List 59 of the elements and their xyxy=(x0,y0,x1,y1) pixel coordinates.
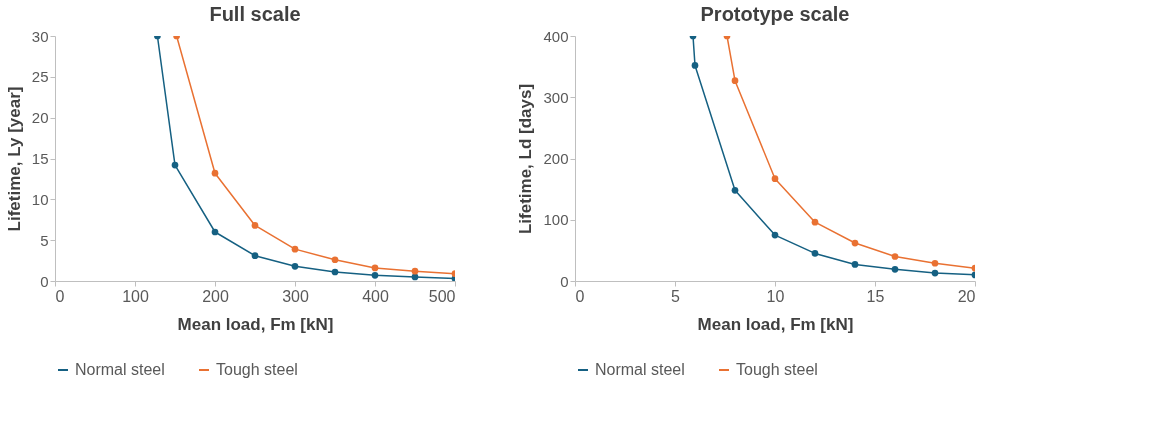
y-tick-label: 0 xyxy=(560,272,569,290)
point xyxy=(931,259,939,267)
point xyxy=(811,250,819,257)
point xyxy=(211,228,219,236)
point xyxy=(891,266,899,273)
point xyxy=(731,187,739,194)
x-axis-title: Mean load, Fm [kN] xyxy=(177,314,334,334)
chart-title: Full scale xyxy=(209,3,301,25)
point xyxy=(811,218,819,226)
point xyxy=(371,264,379,272)
y-tick-label: 20 xyxy=(31,109,49,127)
point xyxy=(771,231,779,239)
y-tick-label: 10 xyxy=(31,190,49,208)
y-tick-label: 400 xyxy=(543,27,569,45)
x-axis-title: Mean load, Fm [kN] xyxy=(697,314,854,334)
point xyxy=(731,77,739,85)
y-tick-label: 300 xyxy=(543,88,569,106)
legend-label: Tough steel xyxy=(736,361,818,378)
chart-title: Prototype scale xyxy=(700,3,850,25)
y-tick-label: 100 xyxy=(543,211,569,229)
point xyxy=(251,252,259,260)
y-axis-title: Lifetime, Ld [days] xyxy=(516,83,536,235)
legend-label: Normal steel xyxy=(75,361,165,378)
point xyxy=(411,273,419,281)
point xyxy=(171,161,179,169)
point xyxy=(331,256,339,264)
point xyxy=(251,222,259,229)
point xyxy=(371,271,379,279)
y-tick-label: 30 xyxy=(31,27,49,45)
point xyxy=(331,268,339,276)
point xyxy=(851,261,859,268)
point xyxy=(771,175,779,183)
x-tick-label: 0 xyxy=(575,287,585,305)
x-tick-label: 400 xyxy=(362,287,389,305)
x-tick-label: 10 xyxy=(766,287,785,305)
legend-label: Tough steel xyxy=(216,361,298,378)
x-tick-label: 0 xyxy=(55,287,65,305)
x-tick-label: 15 xyxy=(866,287,885,305)
y-tick-label: 0 xyxy=(40,272,49,290)
y-tick-label: 15 xyxy=(31,150,49,167)
point xyxy=(291,245,299,253)
legend-label: Normal steel xyxy=(595,361,685,378)
x-tick-label: 200 xyxy=(202,287,229,305)
x-tick-label: 20 xyxy=(957,287,976,305)
point xyxy=(851,239,859,247)
y-tick-label: 200 xyxy=(543,150,569,167)
x-tick-label: 100 xyxy=(122,287,149,305)
point xyxy=(211,169,219,177)
y-tick-label: 5 xyxy=(40,231,49,249)
point xyxy=(291,262,299,270)
y-tick-label: 25 xyxy=(31,68,49,86)
point xyxy=(691,62,699,69)
y-axis-title: Lifetime, Ly [year] xyxy=(4,86,24,232)
x-tick-label: 5 xyxy=(671,287,681,305)
point xyxy=(931,269,939,277)
point xyxy=(891,253,899,260)
x-tick-label: 300 xyxy=(282,287,309,305)
x-tick-label: 500 xyxy=(428,287,456,305)
point xyxy=(411,267,419,275)
